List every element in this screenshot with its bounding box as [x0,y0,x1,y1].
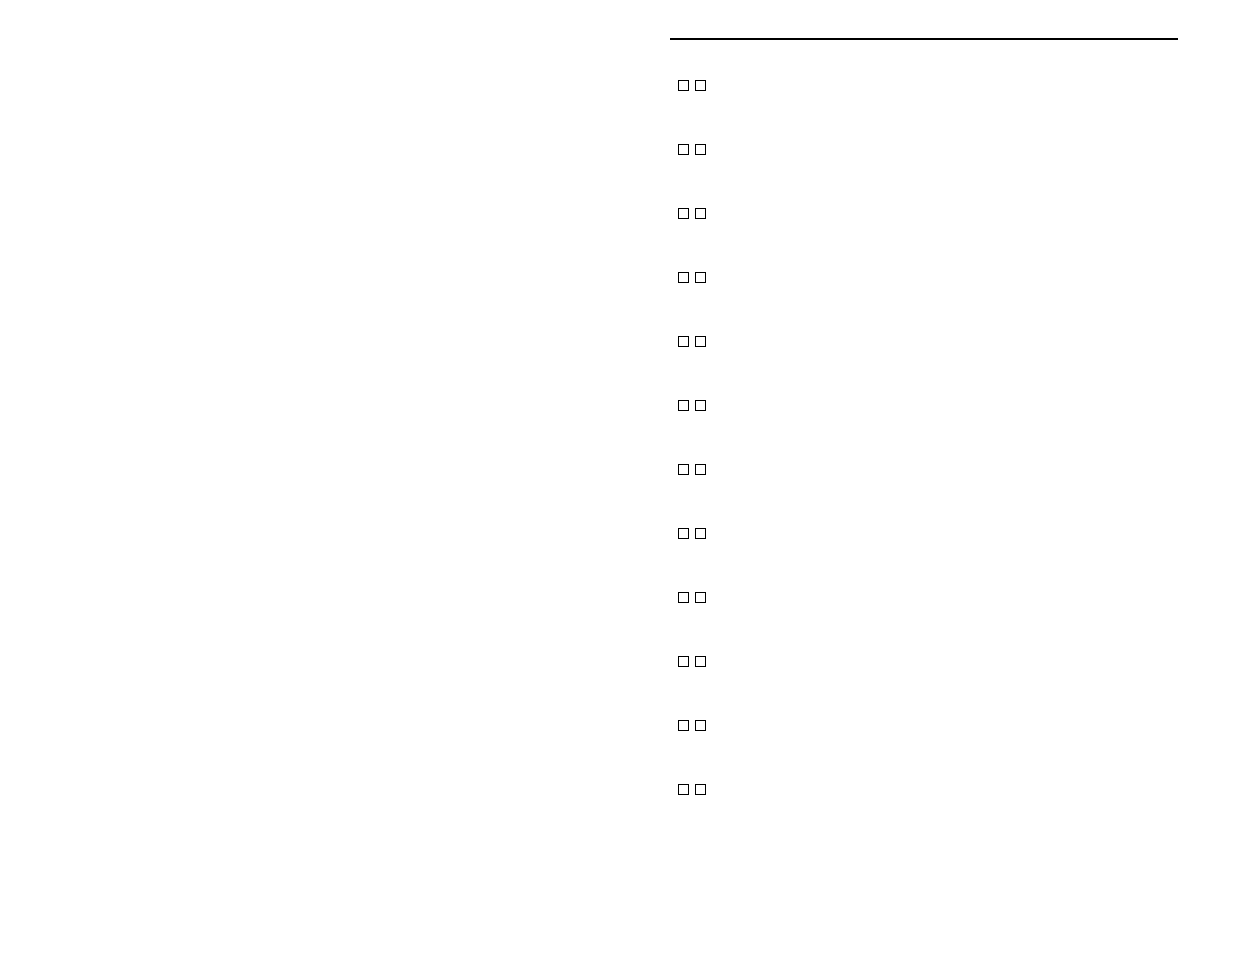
checkbox-row [678,144,706,155]
checkbox-row [678,592,706,603]
checkbox-row [678,720,706,731]
checkbox[interactable] [678,784,689,795]
checkbox-row [678,784,706,795]
checkbox[interactable] [695,272,706,283]
checkbox[interactable] [678,336,689,347]
checkbox[interactable] [695,208,706,219]
checkbox[interactable] [678,272,689,283]
checkbox[interactable] [678,720,689,731]
checkbox[interactable] [695,784,706,795]
checkbox[interactable] [678,208,689,219]
checkbox[interactable] [695,144,706,155]
checkbox[interactable] [695,80,706,91]
checkbox[interactable] [678,80,689,91]
checkbox[interactable] [678,144,689,155]
horizontal-divider [670,38,1178,40]
checkbox[interactable] [695,656,706,667]
checkbox-row [678,336,706,347]
checkbox-row [678,656,706,667]
checkbox[interactable] [678,400,689,411]
checkbox[interactable] [695,528,706,539]
checkbox-row [678,528,706,539]
checkbox[interactable] [695,720,706,731]
checkbox[interactable] [695,592,706,603]
checkbox[interactable] [678,592,689,603]
checkbox[interactable] [695,336,706,347]
checkbox-row [678,208,706,219]
checkbox[interactable] [695,400,706,411]
checkbox[interactable] [695,464,706,475]
checkbox[interactable] [678,528,689,539]
checkbox-row [678,272,706,283]
checkbox[interactable] [678,656,689,667]
checkbox[interactable] [678,464,689,475]
checkbox-row [678,464,706,475]
checkbox-row [678,80,706,91]
checkbox-row [678,400,706,411]
